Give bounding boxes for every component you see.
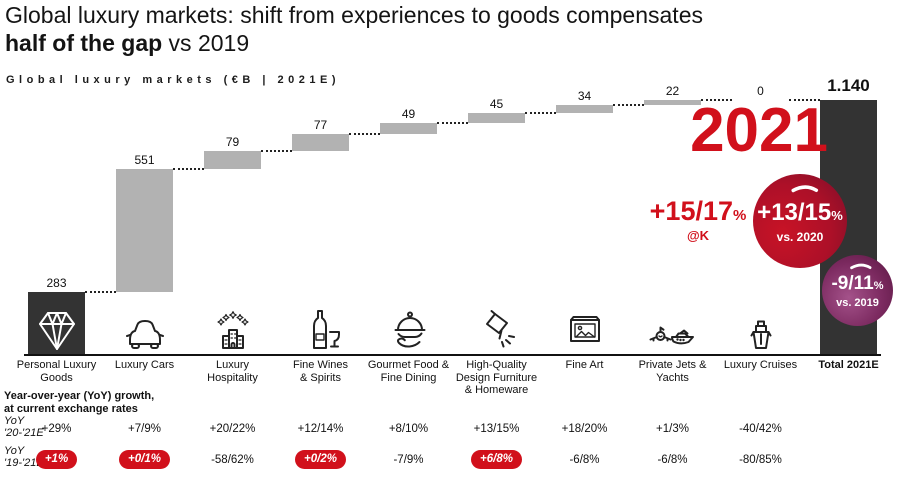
waterfall-bar xyxy=(644,100,701,105)
category-label: Private Jets & Yachts xyxy=(638,359,707,384)
cruise-ship-icon xyxy=(737,306,785,354)
picture-frame-icon xyxy=(561,306,609,354)
connector-line xyxy=(261,149,292,152)
category-label: Luxury Cars xyxy=(114,359,175,371)
waterfall-bar xyxy=(116,168,173,293)
spotlight-icon xyxy=(473,306,521,354)
yoy-cell: +7/9% xyxy=(128,423,161,435)
yoy-cell: +0/1% xyxy=(99,450,191,469)
bar-value-label: 77 xyxy=(313,117,328,132)
yoy-highlight-oval: +6/8% xyxy=(471,450,522,469)
yoy-highlight-oval: +1% xyxy=(35,450,78,469)
hotel-stars-icon xyxy=(209,306,257,354)
connector-line xyxy=(613,103,644,106)
growth-note: @K xyxy=(686,228,710,243)
year-2021-label: 2021 xyxy=(690,96,828,165)
waterfall-bar xyxy=(556,104,613,113)
yoy-row-label: YoY '20-'21E xyxy=(4,415,44,439)
yoy-highlight-oval: +0/1% xyxy=(119,450,170,469)
yoy-cell: -58/62% xyxy=(211,454,254,466)
yoy-cell: +0/2% xyxy=(275,450,367,469)
wine-icon xyxy=(297,306,345,354)
yoy-cell: +20/22% xyxy=(209,423,256,435)
diamond-icon xyxy=(33,306,81,354)
yoy-cell: +29% xyxy=(41,423,72,435)
badge-vs-2019-value: -9/11% xyxy=(831,273,884,294)
category-label: Gourmet Food & Fine Dining xyxy=(367,359,450,384)
yoy-cell: +18/20% xyxy=(561,423,608,435)
yoy-cell: +6/8% xyxy=(451,450,543,469)
bar-value-label: 1.140 xyxy=(827,76,870,95)
bar-value-label: 22 xyxy=(665,84,680,98)
yoy-cell: -40/42% xyxy=(739,423,782,435)
connector-line xyxy=(85,291,116,294)
x-axis-line xyxy=(24,354,881,356)
page-title: Global luxury markets: shift from experi… xyxy=(5,1,703,57)
yoy-cell: -6/8% xyxy=(569,454,600,466)
connector-line xyxy=(437,121,468,124)
connector-line xyxy=(173,167,204,170)
bar-value-label: 34 xyxy=(577,88,592,103)
yoy-note: Year-over-year (YoY) growth, at current … xyxy=(4,390,155,415)
waterfall-bar xyxy=(292,133,349,151)
growth-constant-fx: +15/17% @K xyxy=(628,196,768,243)
yoy-cell: +1/3% xyxy=(656,423,689,435)
badge-vs-2020-value: +13/15% xyxy=(757,199,843,226)
gourmet-cloche-icon xyxy=(385,306,433,354)
badge-vs-2020: +13/15% vs. 2020 xyxy=(753,174,847,268)
category-label: Total 2021E xyxy=(818,359,879,371)
title-line1: Global luxury markets: shift from experi… xyxy=(5,2,703,28)
bar-value-label: 551 xyxy=(134,152,155,167)
category-label: Luxury Cruises xyxy=(723,359,798,371)
bar-value-label: 0 xyxy=(757,84,764,98)
category-label: Luxury Hospitality xyxy=(207,359,258,384)
car-icon xyxy=(121,306,169,354)
title-bold: half of the gap xyxy=(5,30,163,56)
bar-value-label: 79 xyxy=(225,134,240,149)
connector-line xyxy=(525,111,556,114)
category-label: Fine Wines & Spirits xyxy=(292,359,349,384)
shine-arc-icon xyxy=(850,263,872,270)
bar-value-label: 49 xyxy=(401,106,416,121)
bar-value-label: 283 xyxy=(46,276,67,291)
badge-vs-2019: -9/11% vs. 2019 xyxy=(822,255,893,326)
category-label: High-Quality Design Furniture & Homeware xyxy=(455,359,538,396)
yoy-cell: +12/14% xyxy=(297,423,344,435)
bar-value-label: 45 xyxy=(489,96,504,111)
waterfall-bar xyxy=(380,122,437,134)
category-label: Fine Art xyxy=(565,359,604,371)
yoy-cell: -6/8% xyxy=(657,454,688,466)
yoy-cell: -7/9% xyxy=(393,454,424,466)
category-label: Personal Luxury Goods xyxy=(16,359,97,384)
yoy-cell: -80/85% xyxy=(739,454,782,466)
title-suffix: vs 2019 xyxy=(162,30,250,56)
waterfall-bar xyxy=(468,112,525,123)
yoy-highlight-oval: +0/2% xyxy=(295,450,346,469)
chart-subtitle: Global luxury markets (€B | 2021E) xyxy=(6,74,340,86)
yoy-cell: +8/10% xyxy=(388,423,429,435)
connector-line xyxy=(701,99,732,101)
connector-line xyxy=(789,99,820,101)
badge-vs-2019-caption: vs. 2019 xyxy=(836,297,879,309)
waterfall-bar xyxy=(204,150,261,169)
badge-vs-2020-caption: vs. 2020 xyxy=(776,230,824,244)
shine-arc-icon xyxy=(791,185,818,193)
yoy-row-label: YoY '19-'21E xyxy=(4,445,44,469)
growth-value: +15/17% xyxy=(649,196,747,226)
connector-line xyxy=(349,132,380,135)
yoy-cell: +1% xyxy=(11,450,103,469)
jet-yacht-icon xyxy=(649,306,697,354)
yoy-cell: +13/15% xyxy=(473,423,520,435)
